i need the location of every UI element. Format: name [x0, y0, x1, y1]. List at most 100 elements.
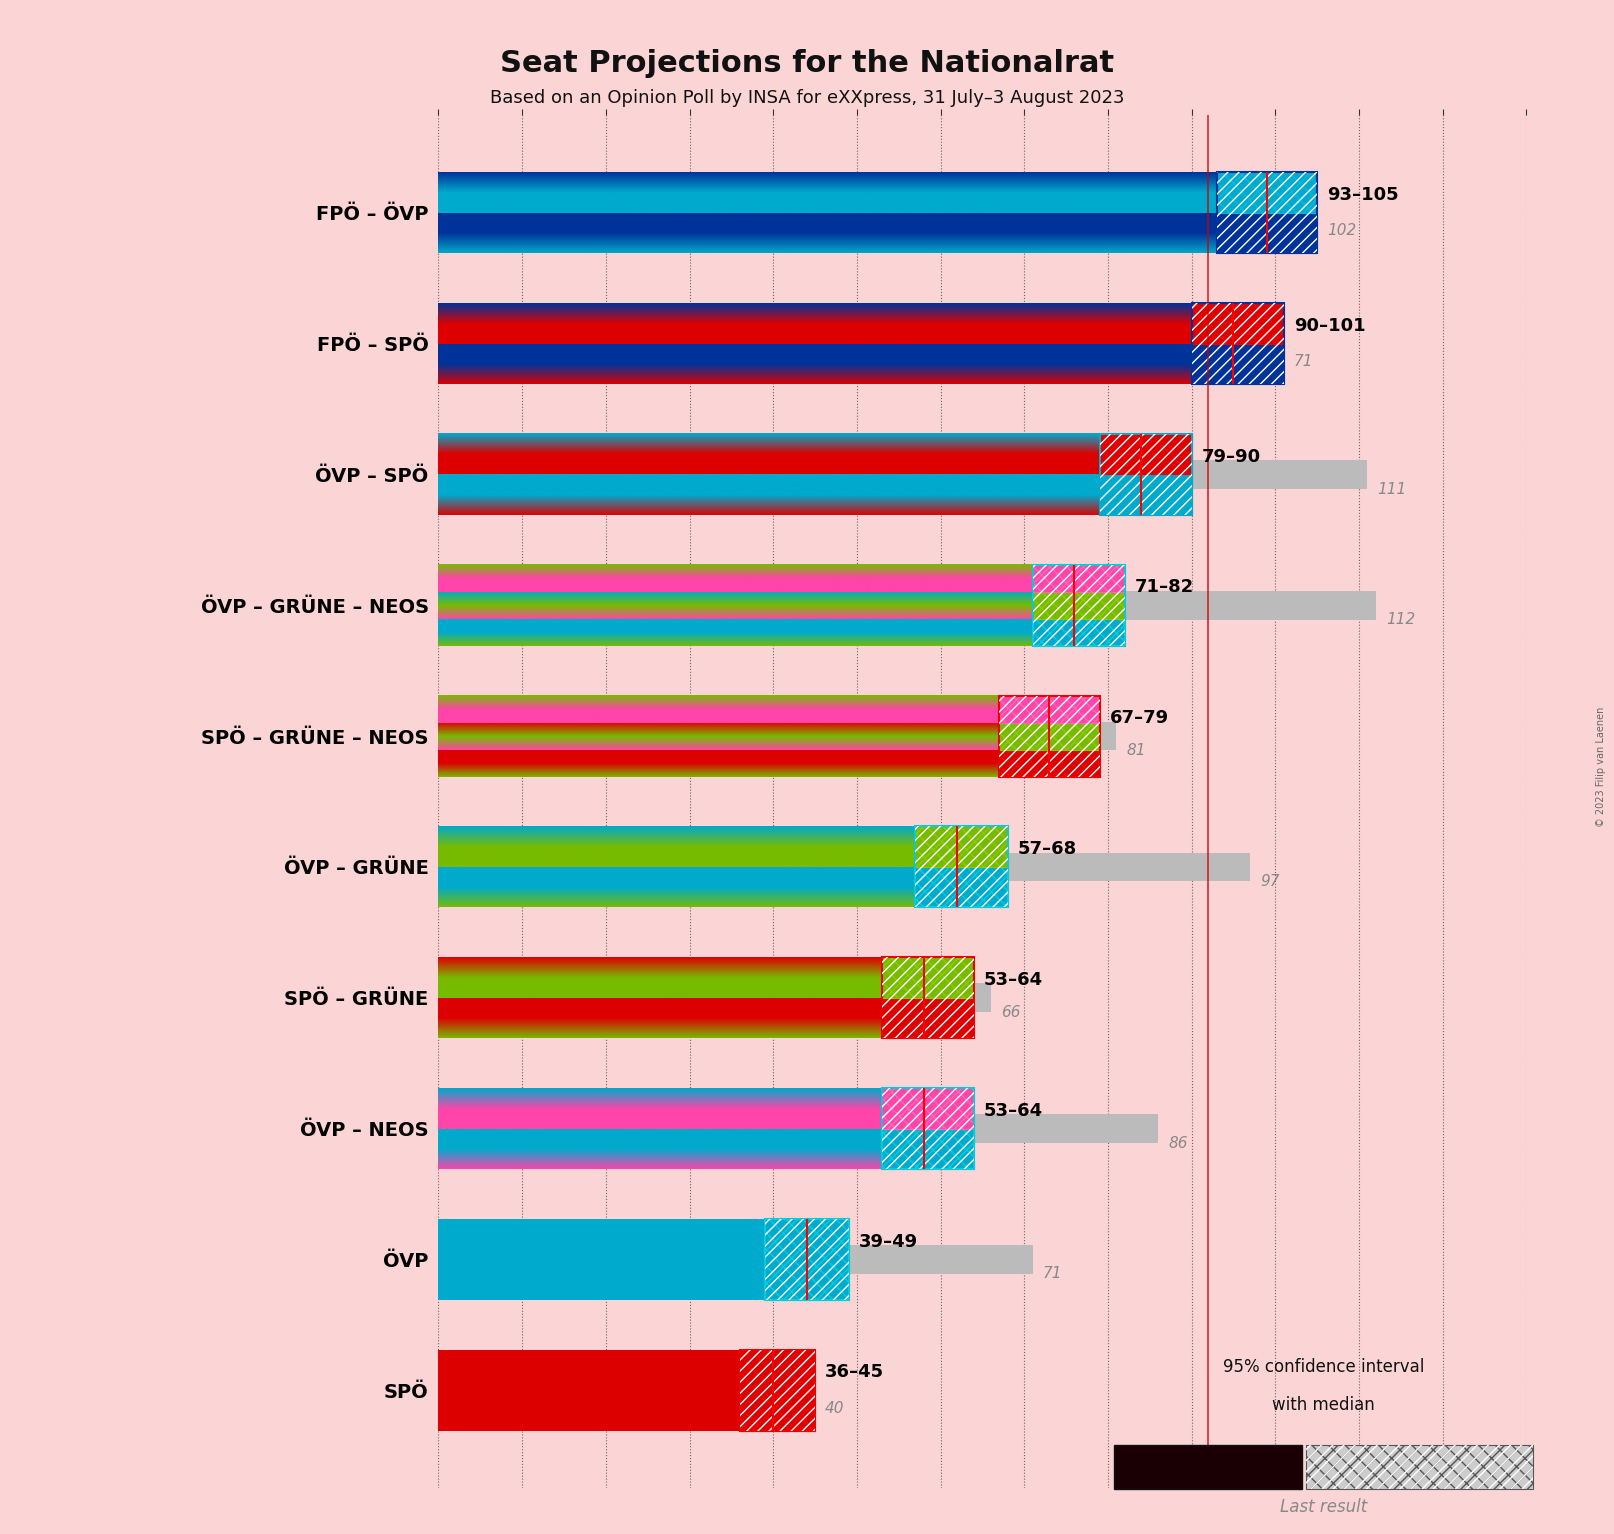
- Bar: [1033, 618, 1125, 646]
- Bar: [1033, 592, 1125, 618]
- Bar: [1033, 592, 1125, 618]
- Text: 36–45: 36–45: [825, 1364, 884, 1381]
- Bar: [1191, 304, 1283, 344]
- Bar: [881, 1088, 973, 1129]
- Bar: [915, 827, 1007, 867]
- Text: 90–101: 90–101: [1294, 318, 1365, 334]
- Bar: [1099, 434, 1191, 474]
- Bar: [439, 1246, 1033, 1273]
- Bar: [881, 1129, 973, 1169]
- Text: 111: 111: [1377, 482, 1407, 497]
- Text: 71: 71: [1043, 1267, 1062, 1281]
- Bar: [999, 750, 1099, 776]
- Text: 57–68: 57–68: [1017, 841, 1077, 858]
- Bar: [1191, 344, 1283, 384]
- Bar: [439, 591, 1375, 620]
- Bar: [739, 1350, 815, 1431]
- Bar: [915, 867, 1007, 908]
- Bar: [881, 997, 973, 1039]
- Bar: [1033, 565, 1125, 592]
- Text: 102: 102: [1327, 222, 1356, 238]
- Text: 71: 71: [1294, 354, 1314, 370]
- Bar: [1217, 172, 1317, 213]
- Text: 39–49: 39–49: [859, 1232, 918, 1250]
- Bar: [881, 957, 973, 997]
- Text: 112: 112: [1386, 612, 1415, 627]
- Bar: [1191, 304, 1283, 344]
- Text: Last result: Last result: [1280, 1499, 1367, 1517]
- Bar: [439, 460, 1367, 489]
- Bar: [765, 1220, 849, 1299]
- Bar: [1033, 618, 1125, 646]
- Bar: [915, 827, 1007, 867]
- Bar: [1099, 434, 1191, 515]
- Bar: [439, 330, 1033, 357]
- Bar: [1099, 474, 1191, 515]
- Text: 97: 97: [1261, 874, 1280, 890]
- Text: 95% confidence interval: 95% confidence interval: [1223, 1358, 1424, 1376]
- Bar: [439, 1220, 765, 1299]
- Bar: [1114, 1445, 1301, 1488]
- Bar: [881, 1088, 973, 1129]
- Bar: [881, 997, 973, 1039]
- Bar: [1099, 474, 1191, 515]
- Bar: [881, 957, 973, 997]
- Bar: [439, 1114, 1159, 1143]
- Text: 40: 40: [825, 1401, 844, 1416]
- Bar: [881, 1088, 973, 1169]
- Bar: [439, 853, 1251, 882]
- Text: 67–79: 67–79: [1109, 709, 1169, 727]
- Text: 79–90: 79–90: [1202, 448, 1261, 466]
- Bar: [765, 1220, 849, 1299]
- Text: © 2023 Filip van Laenen: © 2023 Filip van Laenen: [1596, 707, 1606, 827]
- Bar: [1033, 565, 1125, 646]
- Bar: [439, 1376, 773, 1405]
- Bar: [1306, 1445, 1533, 1488]
- Bar: [1099, 434, 1191, 474]
- Bar: [739, 1350, 815, 1431]
- Bar: [765, 1220, 849, 1299]
- Bar: [999, 695, 1099, 776]
- Text: Based on an Opinion Poll by INSA for eXXpress, 31 July–3 August 2023: Based on an Opinion Poll by INSA for eXX…: [489, 89, 1125, 107]
- Bar: [915, 867, 1007, 908]
- Bar: [881, 1129, 973, 1169]
- Bar: [1217, 172, 1317, 213]
- Text: 81: 81: [1127, 742, 1146, 758]
- Bar: [439, 721, 1117, 750]
- Text: 53–64: 53–64: [985, 971, 1043, 989]
- Text: with median: with median: [1272, 1396, 1375, 1414]
- Bar: [765, 1220, 849, 1299]
- Bar: [1191, 304, 1283, 384]
- Text: 66: 66: [1001, 1005, 1020, 1020]
- Bar: [1033, 565, 1125, 592]
- Bar: [439, 983, 991, 1012]
- Bar: [999, 723, 1099, 750]
- Bar: [1217, 213, 1317, 253]
- Bar: [881, 957, 973, 997]
- Text: 86: 86: [1169, 1135, 1188, 1150]
- Bar: [739, 1350, 815, 1431]
- Bar: [1217, 172, 1317, 253]
- Bar: [881, 1129, 973, 1169]
- Bar: [1191, 344, 1283, 384]
- Bar: [439, 198, 1293, 227]
- Bar: [915, 827, 1007, 867]
- Bar: [1217, 213, 1317, 253]
- Bar: [999, 695, 1099, 723]
- Bar: [999, 695, 1099, 723]
- Bar: [1033, 565, 1125, 592]
- Bar: [1099, 474, 1191, 515]
- Bar: [439, 1350, 739, 1431]
- Bar: [915, 827, 1007, 908]
- Text: 71–82: 71–82: [1135, 578, 1194, 597]
- Bar: [1033, 618, 1125, 646]
- Bar: [1033, 592, 1125, 618]
- Text: Seat Projections for the Nationalrat: Seat Projections for the Nationalrat: [500, 49, 1114, 78]
- Bar: [881, 1088, 973, 1129]
- Bar: [1217, 172, 1317, 213]
- Bar: [1191, 344, 1283, 384]
- Bar: [999, 750, 1099, 776]
- Bar: [915, 867, 1007, 908]
- Bar: [1306, 1445, 1533, 1488]
- Bar: [999, 695, 1099, 723]
